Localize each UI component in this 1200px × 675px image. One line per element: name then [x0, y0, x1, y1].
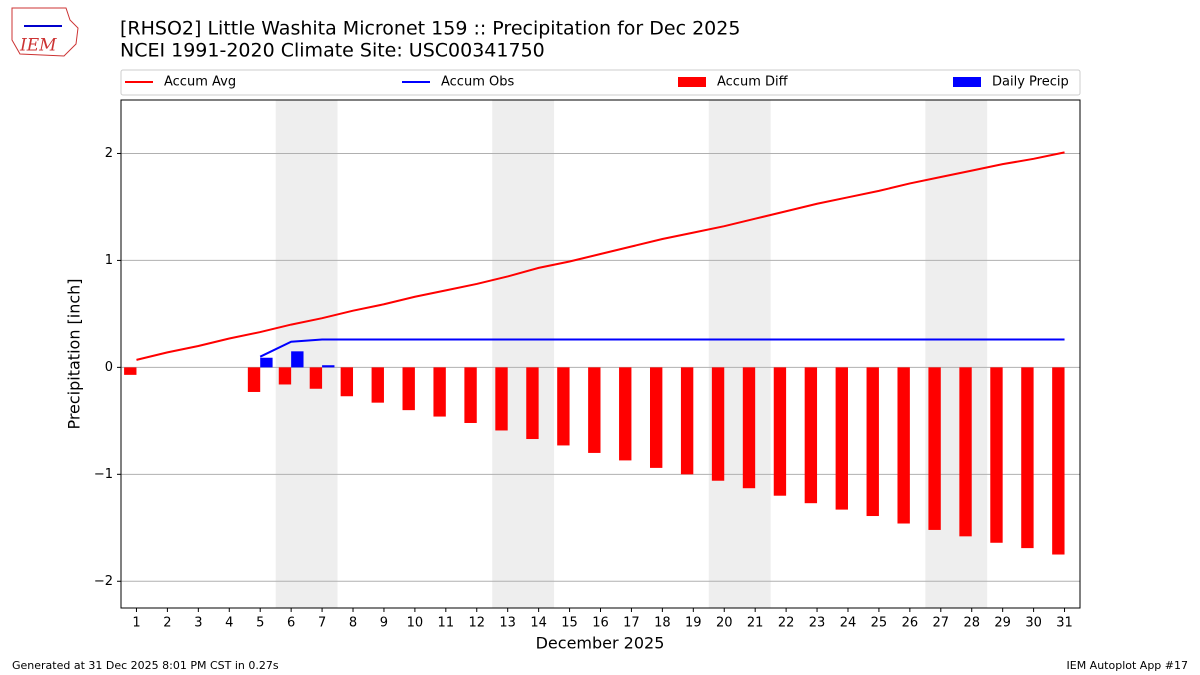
- bar: [322, 365, 335, 368]
- logo-outline: [11, 7, 79, 57]
- logo-text: IEM: [19, 36, 57, 56]
- x-tick-label: 3: [194, 616, 202, 631]
- x-tick-label: 10: [407, 616, 424, 631]
- bar: [309, 367, 323, 389]
- weekend-shade: [275, 100, 338, 608]
- weekend-shade: [492, 100, 555, 608]
- x-tick-label: 13: [499, 616, 516, 631]
- bar: [1052, 367, 1065, 555]
- footer-right: IEM Autoplot App #17: [1067, 659, 1189, 672]
- logo: IEM: [11, 7, 79, 57]
- x-tick-label: 7: [318, 616, 326, 631]
- bar: [402, 367, 415, 411]
- x-tick-label: 17: [623, 616, 640, 631]
- x-tick-label: 14: [530, 616, 547, 631]
- legend-frame: [120, 69, 1081, 96]
- bar: [680, 367, 694, 475]
- bar: [124, 367, 137, 375]
- x-tick-label: 5: [256, 616, 264, 631]
- bar: [619, 367, 632, 461]
- weekend-shade: [708, 100, 771, 608]
- x-tick-label: 30: [1025, 616, 1042, 631]
- x-tick-label: 24: [840, 616, 857, 631]
- series-line: [136, 151, 1065, 361]
- chart-title: [RHSO2] Little Washita Micronet 159 :: P…: [120, 18, 740, 40]
- y-tick-label: −2: [94, 574, 113, 589]
- bar: [649, 367, 663, 468]
- x-tick-label: 12: [468, 616, 485, 631]
- plot-frame: [120, 99, 1081, 609]
- x-tick-label: 19: [685, 616, 702, 631]
- bar: [804, 367, 818, 504]
- bar: [526, 367, 539, 440]
- footer-left: Generated at 31 Dec 2025 8:01 PM CST in …: [12, 659, 279, 672]
- weekend-shade: [925, 100, 988, 608]
- bar: [495, 367, 508, 431]
- x-tick-label: 18: [654, 616, 671, 631]
- bar: [928, 367, 941, 530]
- legend-swatch: [953, 77, 981, 87]
- y-tick-label: −1: [94, 467, 113, 482]
- y-tick-label: 0: [105, 360, 113, 375]
- x-tick-label: 15: [561, 616, 578, 631]
- bar: [588, 367, 601, 453]
- x-tick-label: 8: [349, 616, 357, 631]
- bar: [340, 367, 354, 397]
- x-tick-label: 27: [933, 616, 950, 631]
- bar: [742, 367, 756, 489]
- bar: [897, 367, 910, 524]
- x-tick-label: 23: [809, 616, 826, 631]
- bar: [1021, 367, 1034, 549]
- x-tick-label: 25: [871, 616, 888, 631]
- y-tick-label: 1: [105, 253, 113, 268]
- bar: [866, 367, 879, 517]
- x-tick-label: 28: [963, 616, 980, 631]
- bar: [260, 357, 273, 368]
- bar: [835, 367, 848, 510]
- legend-label: Accum Avg: [164, 75, 236, 90]
- x-tick-label: 4: [225, 616, 233, 631]
- x-tick-label: 22: [778, 616, 795, 631]
- chart-subtitle: NCEI 1991-2020 Climate Site: USC00341750: [120, 40, 545, 62]
- bar: [278, 367, 292, 385]
- y-axis-label: Precipitation [inch]: [65, 278, 84, 429]
- x-tick-label: 11: [438, 616, 455, 631]
- x-tick-label: 20: [716, 616, 733, 631]
- legend-label: Accum Obs: [441, 75, 514, 90]
- bar: [433, 367, 446, 417]
- bar: [557, 367, 570, 446]
- legend-label: Accum Diff: [717, 75, 789, 90]
- x-tick-label: 21: [747, 616, 764, 631]
- y-tick-label: 2: [105, 146, 113, 161]
- bar: [371, 367, 384, 403]
- x-tick-label: 31: [1056, 616, 1073, 631]
- legend-swatch: [678, 77, 706, 87]
- bar: [464, 367, 477, 423]
- bar: [990, 367, 1003, 543]
- x-tick-label: 16: [592, 616, 609, 631]
- x-axis-label: December 2025: [536, 634, 665, 653]
- x-tick-label: 1: [132, 616, 140, 631]
- bar: [291, 351, 304, 368]
- x-tick-label: 2: [163, 616, 171, 631]
- legend-label: Daily Precip: [992, 75, 1069, 90]
- series-line: [259, 338, 1065, 358]
- x-tick-label: 26: [902, 616, 919, 631]
- bar: [773, 367, 787, 496]
- x-tick-label: 9: [380, 616, 388, 631]
- bar: [711, 367, 725, 481]
- bar: [247, 367, 261, 392]
- bar: [959, 367, 972, 537]
- x-tick-label: 6: [287, 616, 295, 631]
- x-tick-label: 29: [994, 616, 1011, 631]
